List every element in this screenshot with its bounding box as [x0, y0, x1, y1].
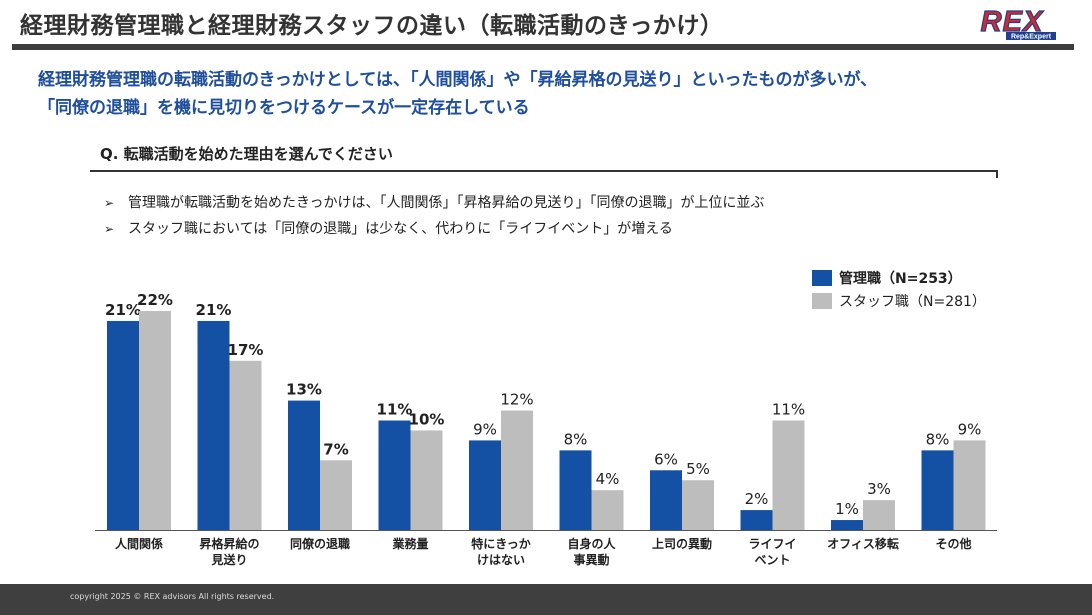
- category-label: その他: [935, 536, 971, 551]
- category-label: ベント: [754, 553, 790, 567]
- bar-staff: [591, 490, 624, 530]
- question-text: Q. 転職活動を始めた理由を選んでください: [100, 145, 393, 163]
- footer-bar: copyright 2025 © REX advisors All rights…: [0, 584, 1092, 615]
- category-label: 同僚の退職: [290, 536, 350, 551]
- data-label: 7%: [323, 440, 348, 458]
- headline-line-2: 「同僚の退職」を機に見切りをつけるケースが一定存在している: [38, 98, 530, 118]
- data-label: 1%: [835, 500, 859, 518]
- bar-staff: [229, 360, 262, 530]
- bar-manager: [740, 510, 773, 530]
- data-label: 17%: [228, 341, 264, 359]
- question-divider-end: [996, 170, 998, 178]
- data-label: 5%: [686, 460, 710, 478]
- category-label: 事異動: [573, 552, 609, 567]
- category-label: けはない: [477, 553, 525, 567]
- bar-staff: [320, 460, 352, 530]
- chart-legend: 管理職（N=253） スタッフ職（N=281）: [812, 266, 986, 312]
- data-label: 11%: [772, 401, 805, 419]
- category-label: 自身の人: [567, 536, 616, 551]
- headline: 経理財務管理職の転職活動のきっかけとしては、「人間関係」や「昇給昇格の見送り」と…: [38, 66, 1078, 122]
- data-label: 21%: [196, 301, 232, 319]
- legend-item-manager: 管理職（N=253）: [812, 266, 986, 289]
- data-label: 22%: [137, 291, 173, 309]
- data-label: 3%: [867, 480, 891, 498]
- bar-manager: [559, 450, 592, 530]
- bar-manager: [107, 320, 139, 530]
- arrow-bullet-icon: ➢: [104, 196, 115, 210]
- rex-logo: REX Rep&Expert: [980, 6, 1056, 41]
- bar-manager: [921, 450, 954, 530]
- data-label: 2%: [745, 490, 769, 508]
- bullet-text: スタッフ職においては「同僚の退職」は少なく、代わりに「ライフイベント」が増える: [128, 221, 673, 237]
- bar-staff: [410, 430, 443, 530]
- bar-manager: [378, 420, 411, 530]
- bar-manager: [288, 400, 320, 530]
- bar-staff: [682, 480, 714, 530]
- bar-staff: [139, 311, 171, 530]
- arrow-bullet-icon: ➢: [104, 222, 115, 236]
- bar-chart: 21%22%人間関係21%17%昇格昇給の見送り13%7%同僚の退職11%10%…: [95, 291, 997, 567]
- data-label: 21%: [105, 301, 141, 319]
- slide-title: 経理財務管理職と経理財務スタッフの違い（転職活動のきっかけ）: [20, 13, 724, 39]
- category-label: 見送り: [210, 552, 247, 567]
- category-label: 上司の異動: [652, 536, 712, 551]
- bullet-list: ➢ 管理職が転職活動を始めたきっかけは、「人間関係」「昇格昇給の見送り」「同僚の退…: [104, 190, 1004, 242]
- data-label: 6%: [654, 450, 678, 468]
- data-label: 8%: [926, 430, 950, 448]
- bar-manager: [650, 470, 682, 530]
- data-label: 11%: [377, 401, 413, 419]
- bar-manager: [469, 440, 501, 530]
- category-label: 業務量: [391, 536, 428, 551]
- data-label: 12%: [500, 391, 533, 409]
- legend-item-staff: スタッフ職（N=281）: [812, 289, 986, 312]
- legend-swatch-staff: [812, 292, 832, 309]
- category-label: 特にきっか: [471, 536, 531, 551]
- legend-swatch-manager: [812, 269, 832, 286]
- category-label: ライフイ: [748, 537, 796, 551]
- copyright-text: copyright 2025 © REX advisors All rights…: [70, 592, 275, 601]
- bar-manager: [197, 320, 230, 530]
- bullet-item: ➢ 管理職が転職活動を始めたきっかけは、「人間関係」「昇格昇給の見送り」「同僚の退…: [104, 190, 1004, 216]
- bar-staff: [501, 410, 533, 530]
- category-label: オフィス移転: [827, 536, 899, 551]
- bar-staff: [863, 500, 895, 530]
- bullet-item: ➢ スタッフ職においては「同僚の退職」は少なく、代わりに「ライフイベント」が増える: [104, 216, 1004, 242]
- data-label: 8%: [564, 430, 588, 448]
- category-label: 昇格昇給の: [199, 536, 259, 551]
- data-label: 9%: [958, 420, 982, 438]
- question-divider: [90, 170, 998, 172]
- bar-staff: [953, 440, 986, 530]
- bar-staff: [772, 420, 805, 530]
- legend-label-staff: スタッフ職（N=281）: [839, 293, 986, 310]
- bar-manager: [831, 520, 863, 530]
- legend-label-manager: 管理職（N=253）: [839, 270, 962, 287]
- category-label: 人間関係: [115, 536, 163, 551]
- logo-sub-text: Rep&Expert: [1011, 34, 1052, 41]
- title-divider: [12, 44, 1074, 50]
- data-label: 4%: [596, 470, 620, 488]
- data-label: 9%: [473, 420, 497, 438]
- data-label: 13%: [286, 381, 322, 399]
- bullet-text: 管理職が転職活動を始めたきっかけは、「人間関係」「昇格昇給の見送り」「同僚の退職…: [128, 195, 765, 211]
- data-label: 10%: [409, 410, 445, 428]
- headline-line-1: 経理財務管理職の転職活動のきっかけとしては、「人間関係」や「昇給昇格の見送り」と…: [38, 70, 878, 90]
